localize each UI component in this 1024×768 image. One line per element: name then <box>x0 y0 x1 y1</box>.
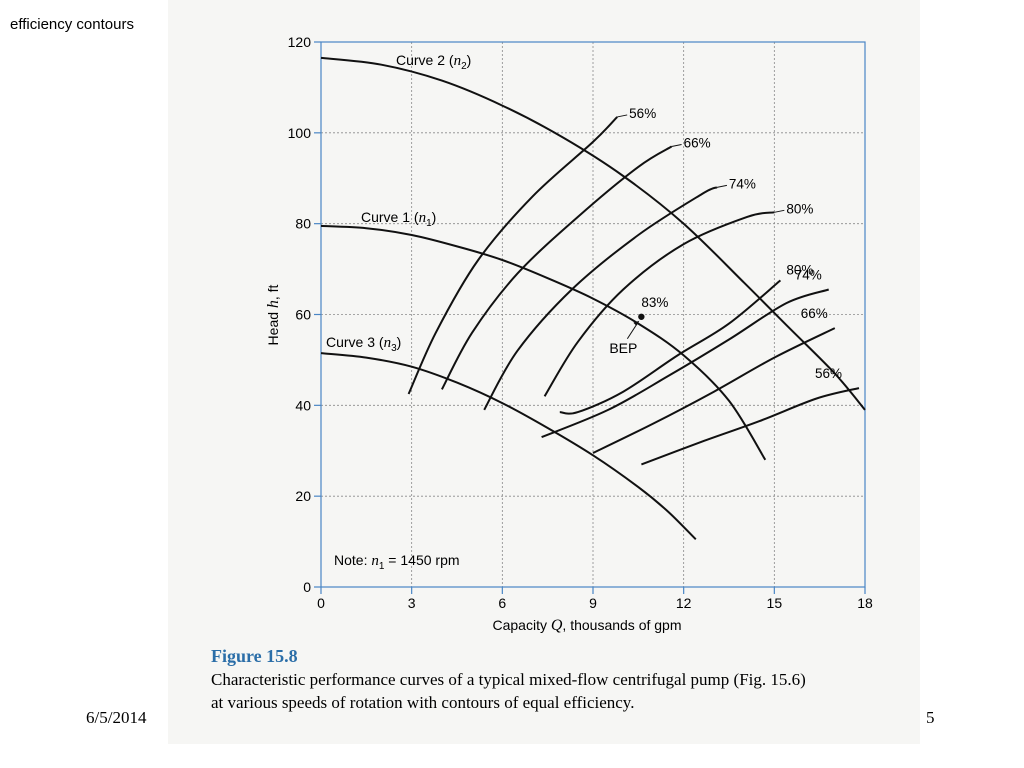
grid-lines <box>321 42 865 587</box>
bep-label: BEP <box>609 340 637 356</box>
efficiency-contour-1-lower <box>592 327 836 454</box>
figure-caption: Characteristic performance curves of a t… <box>211 668 931 714</box>
figure-caption-line-2: at various speeds of rotation with conto… <box>211 693 635 712</box>
figure-label: Figure 15.8 <box>211 646 298 666</box>
efficiency-contour-3-label-lower: 80% <box>786 262 813 277</box>
bep-efficiency-label: 83% <box>641 295 668 310</box>
curve-2-label: Curve 2 (n2) <box>396 52 471 72</box>
figure-caption-line-1: Characteristic performance curves of a t… <box>211 670 806 689</box>
x-tick-label-0: 0 <box>317 595 325 611</box>
efficiency-contour-1-label: 66% <box>684 135 711 150</box>
efficiency-contour-2-upper <box>483 186 718 411</box>
efficiency-contour-0-lower <box>641 387 860 466</box>
speed-curves <box>320 56 866 541</box>
speed-note-sub: 1 <box>379 561 385 572</box>
bep-point <box>638 313 645 320</box>
efficiency-contour-1-label-lower: 66% <box>801 306 828 321</box>
x-tick-label-4: 12 <box>676 595 692 611</box>
efficiency-contour-3-upper <box>543 211 775 397</box>
y-tick-label-1: 20 <box>295 488 311 504</box>
speed-curve-labels: Curve 2 (n2) Curve 1 (n1) Curve 3 (n3) <box>326 52 471 354</box>
y-axis-label-symbol: h <box>265 300 282 308</box>
x-tick-label-3: 9 <box>589 595 597 611</box>
speed-note-rest: = 1450 rpm <box>384 552 459 568</box>
speed-note: Note: n1 = 1450 rpm <box>334 552 460 572</box>
efficiency-contour-2-label: 74% <box>729 176 756 191</box>
efficiency-contour-0-label: 56% <box>629 106 656 121</box>
y-tick-label-5: 100 <box>288 125 312 141</box>
x-tick-label-6: 18 <box>857 595 873 611</box>
efficiency-contour-1-upper <box>441 145 673 390</box>
curve-3-label: Curve 3 (n3) <box>326 334 401 354</box>
efficiency-contour-2-label-lower: 74% <box>795 268 822 283</box>
x-axis-label-main: Capacity <box>493 617 551 633</box>
efficiency-contour-1-leader <box>671 143 682 147</box>
speed-note-prefix: Note: <box>334 552 371 568</box>
slide-title: efficiency contours <box>10 16 134 33</box>
y-axis-label-main: Head <box>265 308 281 345</box>
x-axis-label-symbol: Q <box>551 617 563 634</box>
slide-page-number: 5 <box>926 708 935 727</box>
x-tick-label-1: 3 <box>408 595 416 611</box>
efficiency-contour-2-lower <box>541 288 830 439</box>
speed-curve-1 <box>320 56 866 411</box>
axis-ticks: 0 3 6 9 12 15 18 0 20 40 60 80 100 120 <box>288 34 873 611</box>
curve-1-label: Curve 1 (n1) <box>361 209 436 229</box>
efficiency-contour-3-label: 80% <box>786 201 813 216</box>
x-tick-label-2: 6 <box>498 595 506 611</box>
y-tick-label-0: 0 <box>303 579 311 595</box>
efficiency-contour-3-leader <box>774 209 785 213</box>
efficiency-contour-3-lower <box>559 279 782 415</box>
speed-curve-3 <box>320 352 697 541</box>
efficiency-contour-0-leader <box>617 114 628 118</box>
efficiency-contours: 56%56%66%66%74%74%80%80% <box>407 106 860 466</box>
speed-curve-2 <box>320 224 767 461</box>
best-efficiency-point: BEP 83% <box>609 295 668 356</box>
y-tick-label-2: 40 <box>295 397 311 413</box>
efficiency-contour-0-label-lower: 56% <box>815 366 842 381</box>
x-tick-label-5: 15 <box>767 595 783 611</box>
y-axis-label-rest: , ft <box>265 284 281 300</box>
y-tick-label-6: 120 <box>288 34 312 50</box>
slide-date: 6/5/2014 <box>86 708 147 727</box>
efficiency-contour-0-upper <box>407 116 618 395</box>
y-tick-label-4: 80 <box>295 216 311 232</box>
speed-note-symbol: n <box>371 553 379 569</box>
x-axis-label: Capacity Q, thousands of gpm <box>493 617 682 634</box>
y-tick-label-3: 60 <box>295 307 311 323</box>
bep-arrowhead <box>633 320 640 326</box>
efficiency-contour-2-leader <box>716 184 728 188</box>
x-axis-label-rest: , thousands of gpm <box>562 617 681 633</box>
scanned-figure-background <box>168 0 920 744</box>
y-axis-label: Head h, ft <box>265 284 282 345</box>
